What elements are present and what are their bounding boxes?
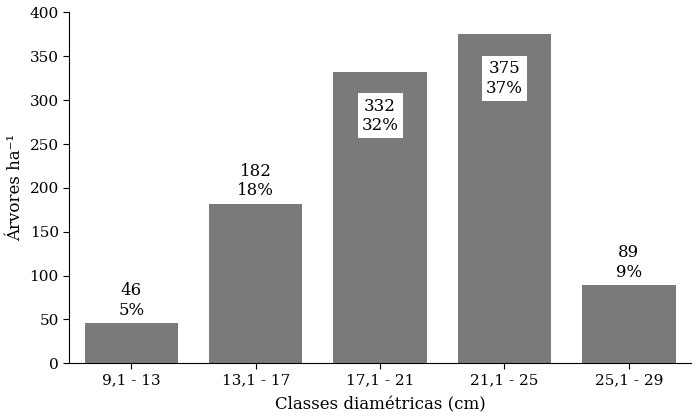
Text: 332
32%: 332 32% xyxy=(362,97,399,134)
Text: 182
18%: 182 18% xyxy=(237,163,274,199)
Y-axis label: Árvores ha⁻¹: Árvores ha⁻¹ xyxy=(7,134,24,242)
Bar xyxy=(209,204,302,363)
Text: 46
5%: 46 5% xyxy=(118,282,144,319)
Bar xyxy=(84,323,178,363)
Bar xyxy=(582,285,676,363)
Bar xyxy=(458,34,551,363)
Text: 89
9%: 89 9% xyxy=(616,244,642,281)
Text: 375
37%: 375 37% xyxy=(486,60,523,97)
X-axis label: Classes diamétricas (cm): Classes diamétricas (cm) xyxy=(275,396,486,413)
Bar xyxy=(334,72,426,363)
